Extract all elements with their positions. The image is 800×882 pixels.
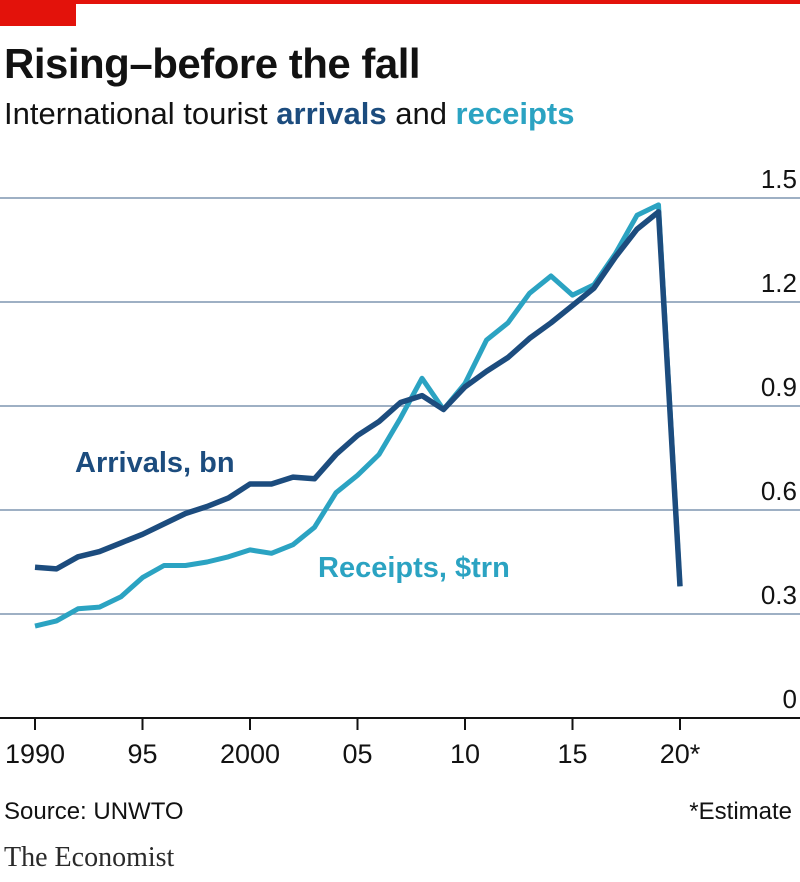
- x-tick-label: 1990: [5, 739, 65, 769]
- series-layer: [34, 202, 683, 629]
- brand-red-line: [0, 0, 800, 4]
- arrivals-series-line: [34, 209, 683, 587]
- estimate-footnote: *Estimate: [689, 798, 792, 825]
- x-tick-label: 10: [450, 739, 480, 769]
- arrivals-series-label: Arrivals, bn: [75, 447, 235, 479]
- y-tick-label: 0.6: [761, 476, 797, 506]
- x-tick-label: 15: [557, 739, 587, 769]
- economist-logo: The Economist: [4, 842, 175, 873]
- subtitle-prefix: International tourist: [4, 96, 277, 131]
- line-chart: 0 0.3 0.6 0.9 1.2 1.5 1990 95 2000 05 10 15 20* Arriv…: [0, 164, 800, 769]
- x-tick-label: 05: [342, 739, 372, 769]
- receipts-series-label: Receipts, $trn: [318, 552, 510, 584]
- label-layer: 0 0.3 0.6 0.9 1.2 1.5 1990 95 2000 05 10 15 20* Arriv…: [5, 164, 797, 769]
- y-tick-label: 1.5: [761, 164, 797, 194]
- source-note: Source: UNWTO: [4, 798, 184, 825]
- y-tick-label: 0: [783, 684, 797, 714]
- subtitle-receipts: receipts: [455, 96, 575, 131]
- chart-title: Rising–before the fall: [4, 40, 421, 87]
- brand-red-tag: [0, 0, 76, 26]
- x-tick-label: 95: [127, 739, 157, 769]
- x-tick-label: 2000: [220, 739, 280, 769]
- chart-subtitle: International tourist arrivals and recei…: [4, 96, 574, 132]
- subtitle-and: and: [386, 96, 456, 131]
- y-tick-label: 1.2: [761, 268, 797, 298]
- x-tick-label: 20*: [660, 739, 701, 769]
- y-tick-label: 0.3: [761, 580, 797, 610]
- subtitle-arrivals: arrivals: [276, 96, 387, 131]
- y-tick-label: 0.9: [761, 372, 797, 402]
- receipts-series-line: [34, 202, 683, 629]
